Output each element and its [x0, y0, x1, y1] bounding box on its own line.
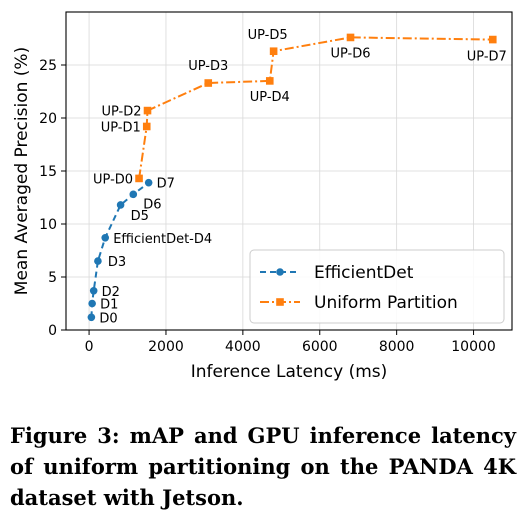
data-point: [144, 178, 153, 187]
data-point: [142, 122, 151, 131]
y-tick-label: 5: [48, 270, 57, 286]
y-tick-label: 10: [39, 217, 57, 233]
point-label: D0: [99, 311, 117, 326]
data-point: [129, 190, 138, 199]
series-efficientdet: [87, 178, 153, 322]
point-label: D6: [143, 197, 161, 212]
point-label: UP-D3: [188, 59, 228, 74]
point-label: UP-D0: [93, 172, 133, 187]
data-point: [143, 106, 152, 115]
legend-entry: Uniform Partition: [260, 293, 458, 313]
point-label: UP-D1: [101, 120, 141, 135]
legend-label: EfficientDet: [314, 263, 414, 283]
data-point: [269, 47, 278, 56]
point-label: UP-D7: [467, 50, 507, 65]
legend-entry: EfficientDet: [260, 263, 414, 283]
x-tick-label: 2000: [148, 339, 184, 355]
point-label: D3: [108, 255, 126, 270]
figure-caption: Figure 3: mAP and GPU inference latency …: [10, 423, 516, 510]
data-point: [265, 77, 274, 85]
legend: EfficientDet Uniform Partition: [249, 249, 505, 324]
data-point: [88, 299, 96, 308]
data-point: [116, 201, 125, 209]
y-tick-label: 0: [48, 323, 57, 339]
x-tick-label: 4000: [225, 339, 261, 355]
y-tick-label: 20: [39, 111, 57, 127]
data-point: [94, 257, 102, 265]
legend-marker: [276, 298, 284, 306]
data-point: [204, 79, 213, 87]
y-axis-title: Mean Averaged Precision (%): [12, 47, 32, 295]
data-point: [135, 174, 143, 183]
x-tick-label: 6000: [302, 339, 338, 355]
legend-label: Uniform Partition: [314, 293, 458, 313]
data-point: [87, 313, 96, 322]
axis-ticks: 0 2000 4000 6000 8000 10000 0 5 10 15 20 25: [39, 58, 496, 355]
y-tick-label: 15: [39, 164, 57, 180]
y-tick-label: 25: [39, 58, 57, 74]
data-point: [488, 35, 497, 44]
point-label: D2: [102, 285, 120, 300]
legend-box: [249, 249, 505, 324]
point-label: D1: [100, 298, 118, 313]
point-label: UP-D6: [330, 46, 370, 61]
point-label: D7: [157, 177, 175, 192]
x-tick-label: 8000: [379, 339, 415, 355]
point-label: UP-D4: [250, 90, 290, 105]
data-point: [346, 33, 355, 42]
series-uniform-partition: [135, 33, 497, 183]
point-label: UP-D5: [248, 28, 288, 43]
x-tick-label: 0: [85, 339, 94, 355]
point-label: UP-D2: [101, 105, 141, 120]
x-axis-title: Inference Latency (ms): [191, 362, 388, 382]
point-label: D5: [131, 209, 149, 224]
series-layer: [87, 33, 497, 322]
point-labels: D0D1D2D3EfficientDet-D4D5D6D7UP-D0UP-D1U…: [93, 28, 507, 326]
data-point: [101, 233, 110, 242]
data-point: [89, 286, 98, 295]
x-tick-label: 10000: [451, 339, 496, 355]
point-label: EfficientDet-D4: [113, 232, 212, 247]
legend-marker: [276, 268, 284, 276]
